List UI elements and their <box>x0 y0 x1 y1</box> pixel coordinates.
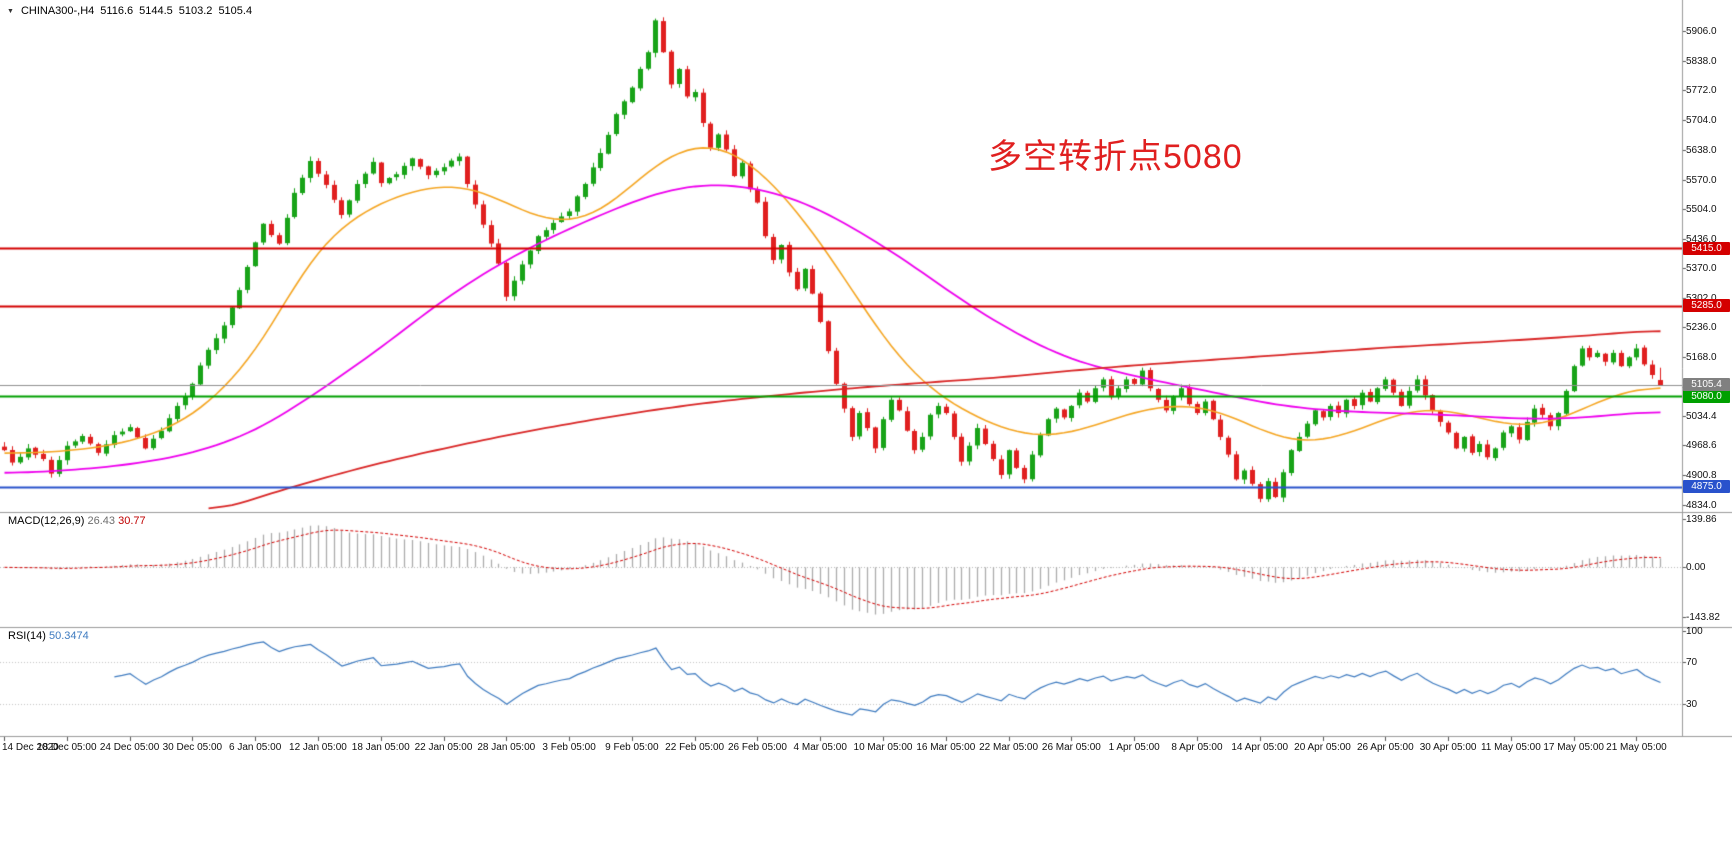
time-tick-label: 6 Jan 05:00 <box>229 742 282 753</box>
macd-signal-value: 30.77 <box>118 515 146 527</box>
time-tick-label: 10 Mar 05:00 <box>853 742 913 753</box>
pivot-point-annotation[interactable]: 多空转折点5080 <box>988 138 1243 176</box>
time-tick-label: 4 Mar 05:00 <box>793 742 847 753</box>
rsi-tick-label: 30 <box>1686 699 1698 710</box>
macd-name: MACD(12,26,9) <box>8 515 85 527</box>
macd-tick-label: -143.82 <box>1686 612 1720 623</box>
time-tick-label: 14 Apr 05:00 <box>1231 742 1289 753</box>
time-tick-label: 3 Feb 05:00 <box>542 742 596 753</box>
rsi-name: RSI(14) <box>8 630 46 642</box>
time-tick-label: 22 Feb 05:00 <box>665 742 725 753</box>
time-tick-label: 9 Feb 05:00 <box>605 742 659 753</box>
symbol-dropdown-icon[interactable]: ▼ <box>7 7 14 15</box>
time-tick-label: 22 Jan 05:00 <box>414 742 473 753</box>
time-tick-label: 26 Apr 05:00 <box>1356 742 1414 753</box>
price-tick-label: 5370.0 <box>1686 263 1717 274</box>
resistance-level-badge-5415: 5415.0 <box>1683 241 1730 255</box>
price-tick-label: 5772.0 <box>1686 85 1717 97</box>
price-tick-label: 5168.0 <box>1686 352 1717 364</box>
time-tick-label: 1 Apr 05:00 <box>1108 742 1160 753</box>
time-tick-label: 18 Dec 05:00 <box>37 742 97 753</box>
rsi-value: 50.3474 <box>48 630 89 642</box>
price-tick-label: 4900.8 <box>1686 470 1717 482</box>
ohlc-open-value: 5116.6 <box>100 5 134 17</box>
price-tick-label: 5838.0 <box>1686 56 1717 68</box>
rsi-indicator-label: RSI(14) 50.3474 <box>8 630 89 642</box>
rsi-tick-label: 100 <box>1686 626 1703 637</box>
price-tick-label: 5034.4 <box>1686 411 1717 423</box>
price-tick-label: 4968.6 <box>1686 440 1717 452</box>
pivot-level-badge-5080: 5080.0 <box>1683 389 1730 403</box>
price-tick-label: 5236.0 <box>1686 322 1717 334</box>
time-tick-label: 26 Feb 05:00 <box>727 742 787 753</box>
time-tick-label: 8 Apr 05:00 <box>1171 742 1223 753</box>
support-level-badge-4875: 4875.0 <box>1683 480 1730 494</box>
time-tick-label: 11 May 05:00 <box>1480 742 1541 753</box>
price-tick-label: 5906.0 <box>1686 26 1717 37</box>
price-tick-label: 5302.0 <box>1686 293 1717 304</box>
time-tick-label: 12 Jan 05:00 <box>289 742 347 753</box>
time-tick-label: 16 Mar 05:00 <box>916 742 976 753</box>
time-axis[interactable]: 14 Dec 2020 18 Dec 05:00 24 Dec 05:00 30 De… <box>0 742 1732 758</box>
ohlc-low-value: 5103.2 <box>178 5 213 17</box>
ohlc-close-value: 5105.4 <box>218 5 253 17</box>
macd-indicator-label: MACD(12,26,9) 26.43 30.77 <box>8 515 146 527</box>
time-tick-label: 22 Mar 05:00 <box>979 742 1039 753</box>
time-tick-label: 30 Apr 05:00 <box>1419 742 1477 753</box>
time-tick-label: 17 May 05:00 <box>1543 742 1604 753</box>
time-tick-label: 26 Mar 05:00 <box>1041 742 1101 753</box>
time-tick-label: 24 Dec 05:00 <box>99 742 160 753</box>
current-price-badge: 5105.4 <box>1683 378 1730 392</box>
price-tick-label: 5570.0 <box>1686 174 1717 186</box>
time-tick-label: 20 Apr 05:00 <box>1294 742 1351 753</box>
chart-symbol-header: ▼ CHINA300-,H4 5116.6 5144.5 5103.2 5105… <box>7 5 252 17</box>
time-tick-label: 18 Jan 05:00 <box>351 742 410 753</box>
price-tick-label: 4834.0 <box>1686 500 1717 511</box>
price-tick-label: 5638.0 <box>1686 144 1717 156</box>
rsi-tick-label: 70 <box>1686 657 1698 669</box>
time-tick-label: 30 Dec 05:00 <box>162 742 223 753</box>
symbol-timeframe-label: CHINA300-,H4 <box>20 5 95 17</box>
macd-tick-label: 139.86 <box>1686 514 1717 525</box>
price-tick-label: 5504.0 <box>1686 203 1717 215</box>
time-tick-label: 21 May 05:00 <box>1606 742 1667 753</box>
price-tick-label: 5436.0 <box>1686 233 1717 245</box>
price-axis[interactable]: 5906.0 5838.0 5772.0 5704.0 5638.0 5570.0 5504… <box>1686 0 1732 737</box>
macd-main-value: 26.43 <box>87 515 116 527</box>
resistance-level-badge-5285: 5285.0 <box>1683 299 1730 313</box>
time-tick-label: 14 Dec 2020 <box>2 742 59 753</box>
price-tick-label: 5704.0 <box>1686 115 1717 127</box>
ohlc-high-value: 5144.5 <box>139 5 173 17</box>
time-tick-label: 28 Jan 05:00 <box>477 742 536 753</box>
macd-tick-label: 0.00 <box>1686 562 1706 574</box>
